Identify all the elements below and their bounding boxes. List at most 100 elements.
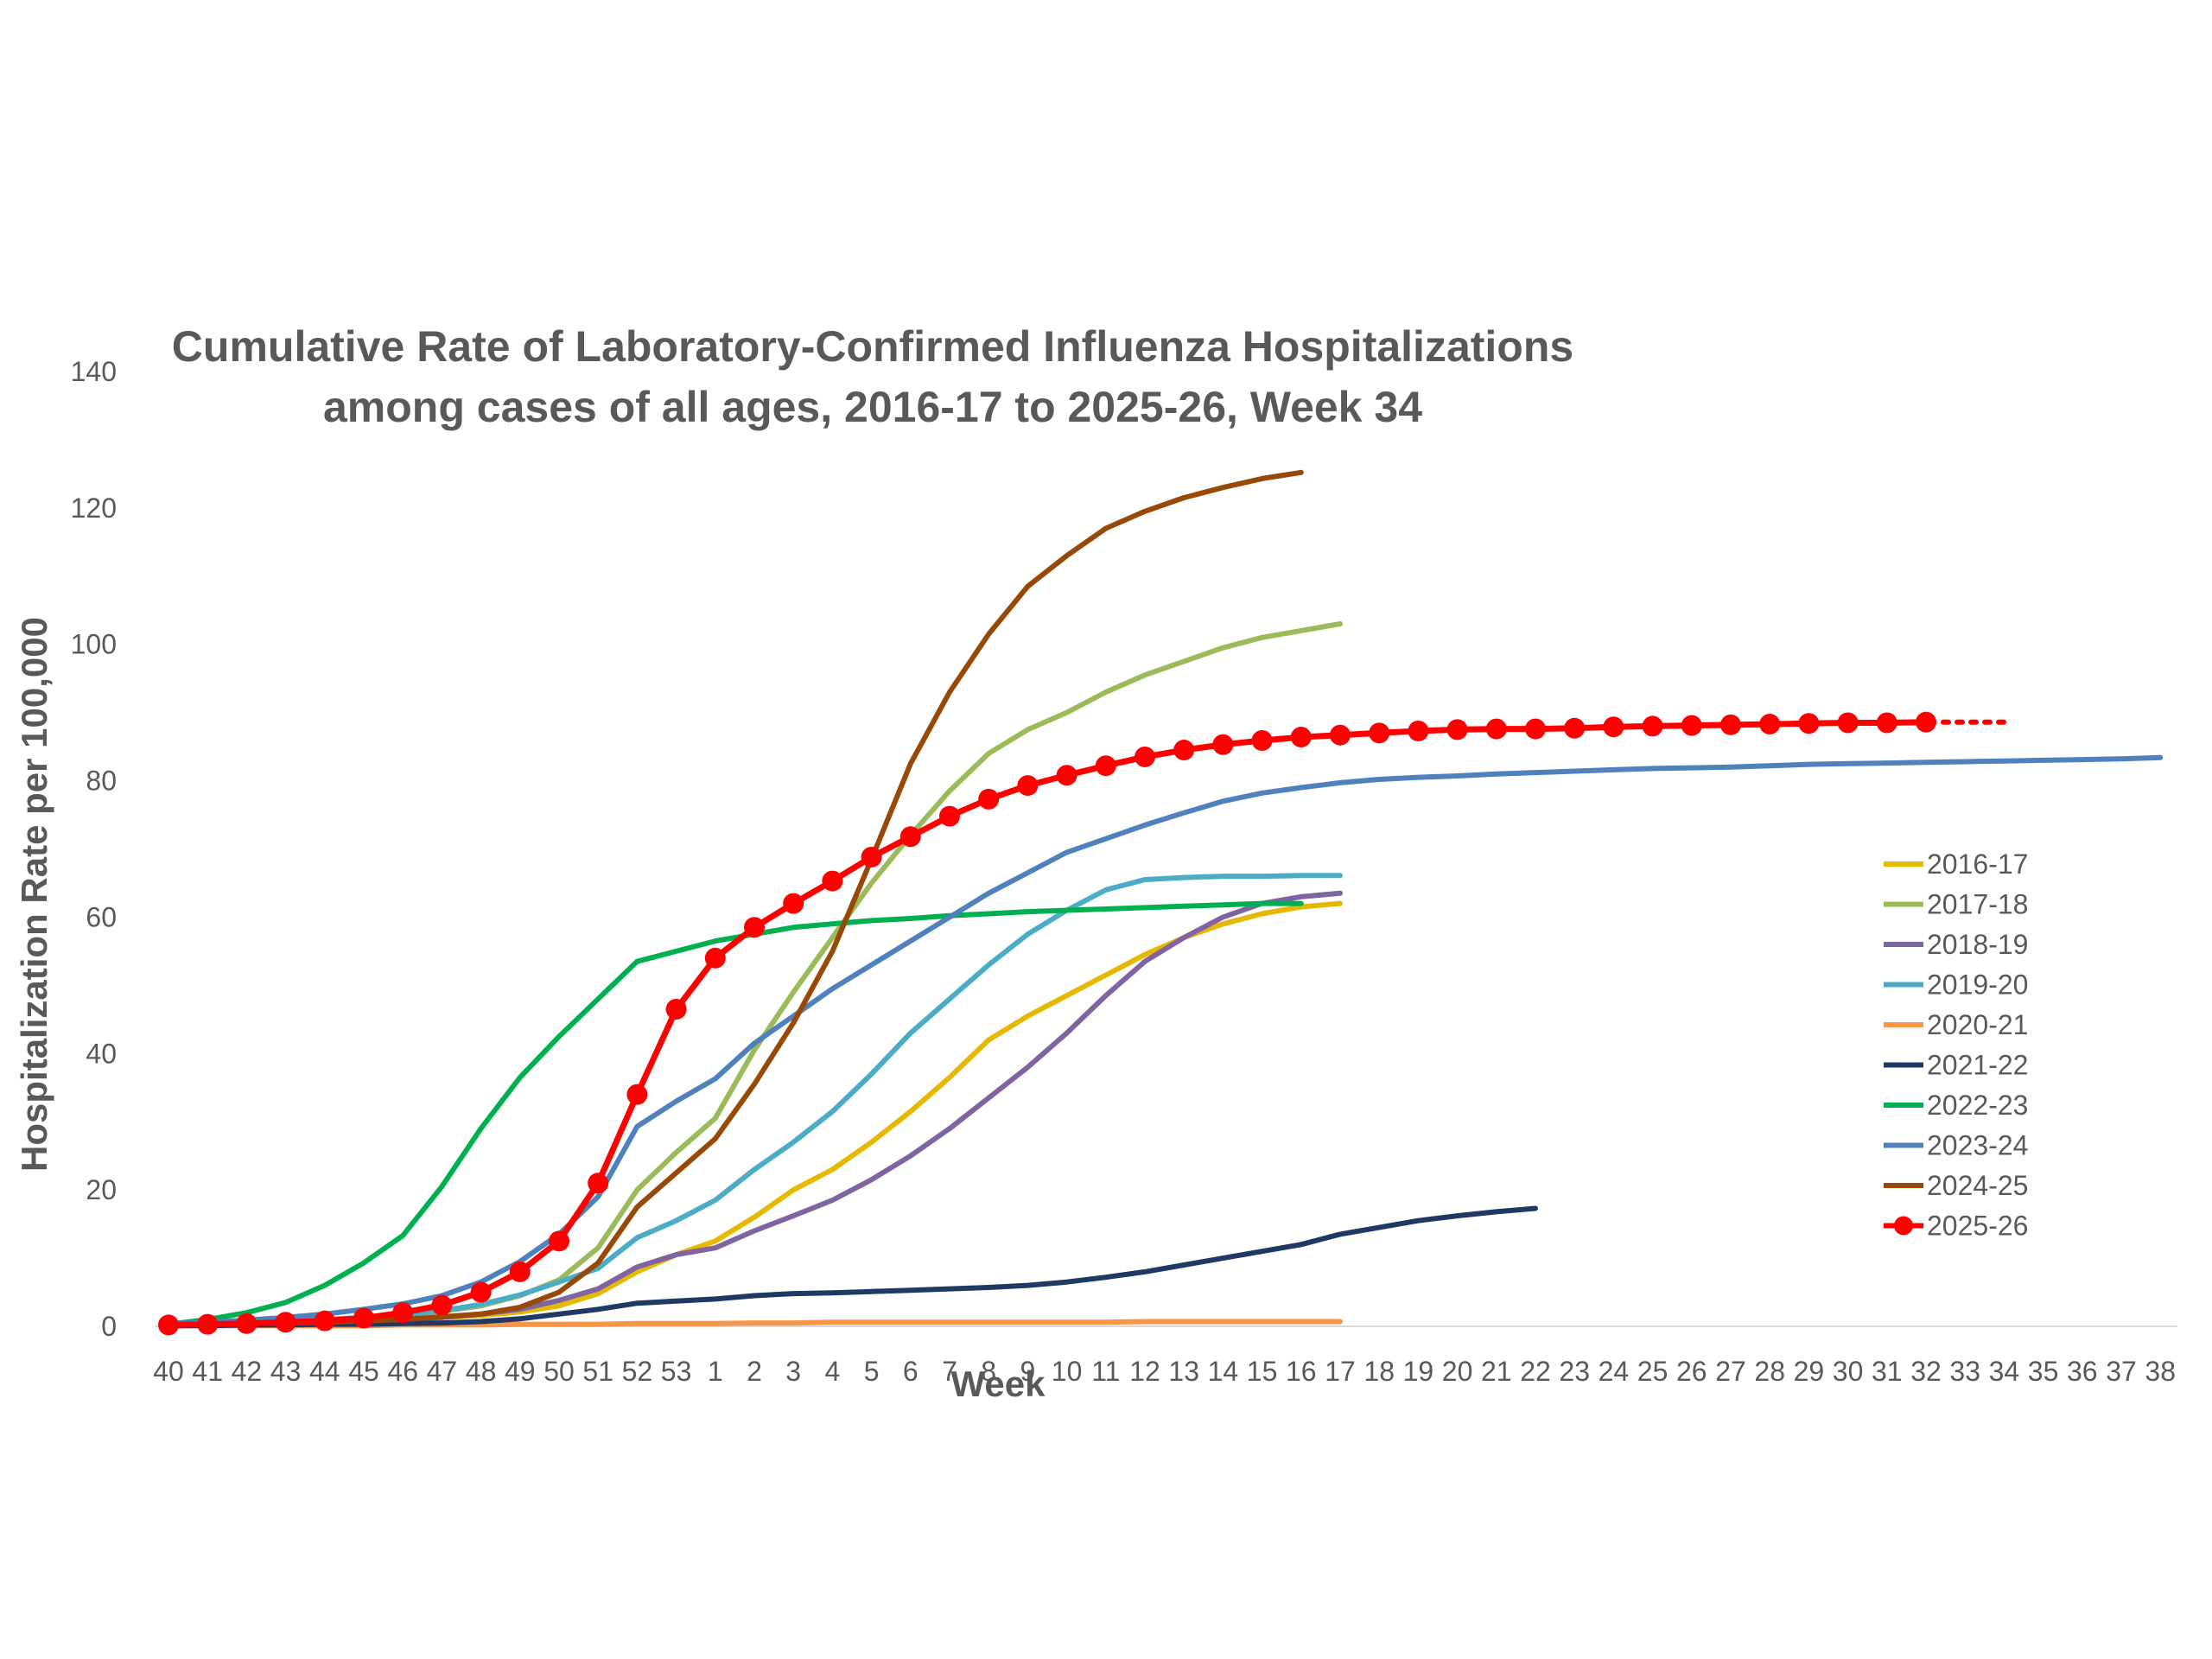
data-point-2025-26 (744, 917, 765, 938)
data-point-2025-26 (1525, 718, 1546, 740)
x-tick-label: 49 (505, 1356, 536, 1387)
x-tick-label: 48 (466, 1356, 497, 1387)
x-tick-label: 35 (2028, 1356, 2059, 1387)
data-point-2025-26 (1251, 730, 1273, 752)
series-line-2025-26 (165, 719, 1929, 1328)
x-tick-label: 9 (1020, 1356, 1036, 1387)
x-tick-label: 28 (1754, 1356, 1785, 1387)
data-point-2025-26 (1642, 715, 1663, 737)
data-point-2025-26 (1759, 714, 1781, 735)
data-point-2025-26 (1330, 724, 1351, 746)
data-point-2025-26 (1564, 717, 1586, 739)
y-tick-label: 60 (86, 901, 117, 932)
data-point-2025-26 (1603, 716, 1624, 738)
x-tick-label: 13 (1168, 1356, 1199, 1387)
data-point-2025-26 (704, 947, 726, 969)
data-point-2025-26 (1681, 715, 1702, 736)
legend-label: 2019-20 (1927, 969, 2028, 1001)
data-point-2025-26 (1916, 711, 1936, 733)
series-line-2024-25 (166, 469, 1304, 1328)
series-line-2019-20 (166, 873, 1343, 1327)
data-point-2025-26 (509, 1261, 531, 1282)
x-tick-label: 16 (1286, 1356, 1317, 1387)
legend: 2016-17 2017-18 2018-19 2019-20 2020-21 2021-… (1884, 849, 2028, 1242)
x-tick-label: 41 (192, 1356, 223, 1387)
x-tick-label: 47 (427, 1356, 458, 1387)
data-point-2025-26 (899, 826, 921, 848)
x-tick-label: 8 (981, 1356, 996, 1387)
data-point-2025-26 (1798, 713, 1820, 734)
data-point-2025-26 (861, 846, 882, 868)
legend-label: 2017-18 (1927, 889, 2028, 920)
y-axis-ticks: 0 20 40 60 80 100 120 140 (71, 356, 117, 1342)
y-tick-label: 100 (71, 629, 117, 660)
x-tick-label: 29 (1794, 1356, 1825, 1387)
x-tick-label: 1 (708, 1356, 723, 1387)
legend-label: 2025-26 (1927, 1211, 2028, 1242)
legend-label: 2024-25 (1927, 1170, 2028, 1201)
data-point-2025-26 (1290, 727, 1312, 748)
chart-title-line-2: among cases of all ages, 2016-17 to 2025… (323, 383, 1422, 431)
data-point-2025-26 (1212, 734, 1234, 755)
y-tick-label: 20 (86, 1174, 117, 1205)
data-point-2025-26 (158, 1314, 179, 1336)
data-point-2025-26 (431, 1294, 453, 1316)
x-tick-label: 45 (348, 1356, 379, 1387)
data-point-2025-26 (822, 870, 843, 892)
x-tick-label: 6 (903, 1356, 918, 1387)
x-tick-label: 32 (1910, 1356, 1942, 1387)
x-tick-label: 51 (582, 1356, 613, 1387)
x-tick-label: 40 (153, 1356, 184, 1387)
x-tick-label: 18 (1363, 1356, 1395, 1387)
y-tick-label: 140 (71, 356, 117, 387)
data-point-2025-26 (392, 1302, 414, 1324)
data-point-2025-26 (1720, 714, 1741, 735)
x-axis-ticks: 40 41 42 43 44 45 46 47 48 49 50 51 52 53 1 2 3 4 5 6 7 8 9 10 1… (153, 1356, 2176, 1387)
series-line-2016-17 (166, 900, 1343, 1328)
data-point-2025-26 (549, 1230, 569, 1252)
data-point-2025-26 (1135, 746, 1155, 767)
x-tick-label: 42 (232, 1356, 263, 1387)
x-tick-label: 4 (825, 1356, 841, 1387)
data-point-2025-26 (1837, 712, 1859, 734)
data-point-2025-26 (353, 1307, 374, 1329)
data-point-2025-26 (588, 1173, 609, 1194)
legend-marker-2025-26 (1894, 1216, 1913, 1236)
x-tick-label: 19 (1403, 1356, 1434, 1387)
y-tick-label: 120 (71, 493, 117, 524)
x-tick-label: 46 (387, 1356, 418, 1387)
data-point-2025-26 (314, 1310, 335, 1332)
x-tick-label: 15 (1247, 1356, 1278, 1387)
data-point-2025-26 (1485, 718, 1507, 740)
x-tick-label: 10 (1052, 1356, 1083, 1387)
x-tick-label: 3 (785, 1356, 801, 1387)
x-axis-title: Week (951, 1363, 1046, 1404)
series-line-2021-22 (166, 1205, 1538, 1329)
x-tick-label: 7 (942, 1356, 957, 1387)
data-point-2025-26 (1017, 775, 1039, 797)
legend-label: 2018-19 (1927, 929, 2028, 960)
x-tick-label: 12 (1129, 1356, 1160, 1387)
x-tick-label: 2 (747, 1356, 762, 1387)
data-point-2025-26 (939, 805, 960, 827)
data-point-2025-26 (665, 998, 687, 1020)
data-point-2025-26 (275, 1312, 296, 1333)
data-point-2025-26 (1056, 765, 1077, 786)
x-tick-label: 37 (2106, 1356, 2137, 1387)
legend-label: 2023-24 (1927, 1130, 2028, 1161)
series-line-2022-23 (166, 900, 1304, 1327)
y-tick-label: 80 (86, 766, 117, 797)
x-tick-label: 17 (1325, 1356, 1356, 1387)
x-tick-label: 21 (1481, 1356, 1512, 1387)
x-tick-label: 30 (1833, 1356, 1864, 1387)
y-axis-title: Hospitalization Rate per 100,000 (14, 617, 54, 1172)
x-tick-label: 34 (1989, 1356, 2020, 1387)
x-tick-label: 43 (270, 1356, 302, 1387)
x-tick-label: 50 (543, 1356, 575, 1387)
x-tick-label: 27 (1715, 1356, 1746, 1387)
x-tick-label: 20 (1442, 1356, 1473, 1387)
x-tick-label: 25 (1637, 1356, 1669, 1387)
x-tick-label: 53 (661, 1356, 692, 1387)
x-tick-label: 5 (864, 1356, 880, 1387)
